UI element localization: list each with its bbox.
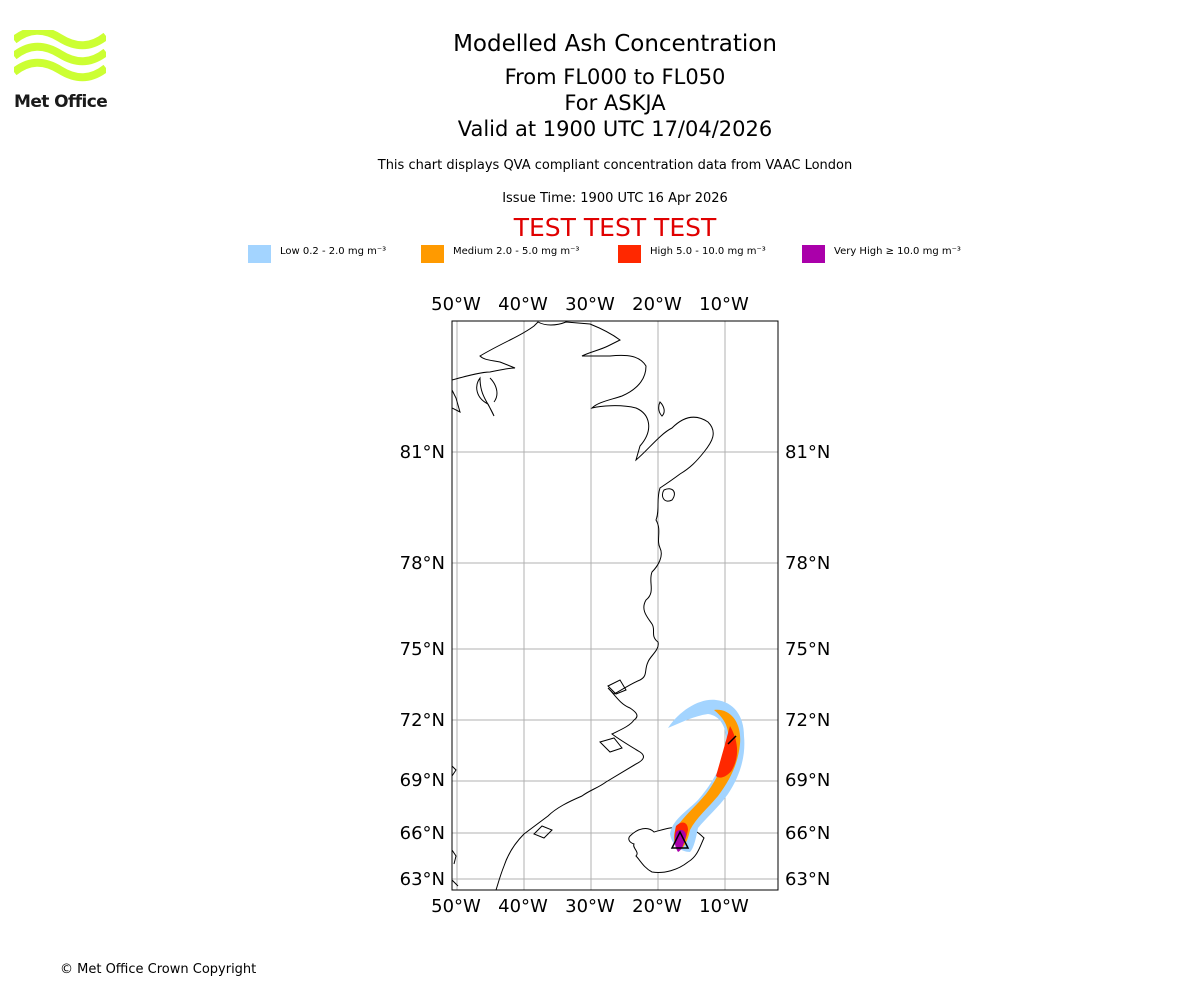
chart-subtitle: This chart displays QVA compliant concen…: [377, 158, 853, 173]
lon-tick-top: 30°W: [565, 294, 615, 315]
legend-swatch-high: [618, 245, 641, 263]
lat-tick-left: 81°N: [400, 442, 445, 463]
copyright: © Met Office Crown Copyright: [60, 962, 257, 977]
lon-tick-bottom: 10°W: [699, 896, 749, 917]
test-banner: TEST TEST TEST: [513, 213, 717, 242]
legend-label-low: Low 0.2 - 2.0 mg m⁻³: [280, 246, 387, 257]
lat-tick-left: 66°N: [400, 823, 445, 844]
lat-tick-left: 78°N: [400, 553, 445, 574]
flight-level-range: From FL000 to FL050: [504, 65, 726, 89]
ash-medium-contour: [673, 709, 741, 850]
lat-tick-left: 75°N: [400, 639, 445, 660]
valid-time: Valid at 1900 UTC 17/04/2026: [457, 117, 773, 141]
met-office-wave-icon: [11, 26, 109, 82]
map-frame: [451, 320, 779, 891]
legend-swatch-medium: [421, 245, 444, 263]
chart-title: Modelled Ash Concentration: [453, 31, 777, 57]
graticule: [452, 321, 778, 890]
lat-tick-right: 78°N: [785, 553, 830, 574]
legend-label-very-high: Very High ≥ 10.0 mg m⁻³: [834, 246, 961, 257]
lat-tick-right: 72°N: [785, 710, 830, 731]
lat-tick-left: 72°N: [400, 710, 445, 731]
lat-tick-right: 81°N: [785, 442, 830, 463]
logo-text: Met Office: [14, 92, 108, 112]
volcano-name: For ASKJA: [564, 91, 666, 115]
lon-tick-top: 10°W: [699, 294, 749, 315]
legend-swatch-low: [248, 245, 271, 263]
volcano-marker-icon: [670, 830, 690, 849]
lon-tick-top: 20°W: [632, 294, 682, 315]
lat-tick-left: 63°N: [400, 869, 445, 890]
met-office-logo: Met Office: [11, 26, 114, 112]
lat-tick-right: 66°N: [785, 823, 830, 844]
lon-tick-top: 40°W: [498, 294, 548, 315]
ash-low-contour: [668, 699, 745, 852]
lon-tick-bottom: 30°W: [565, 896, 615, 917]
lon-tick-bottom: 20°W: [632, 896, 682, 917]
legend-label-high: High 5.0 - 10.0 mg m⁻³: [650, 246, 766, 257]
lat-tick-right: 63°N: [785, 869, 830, 890]
legend-label-medium: Medium 2.0 - 5.0 mg m⁻³: [453, 246, 580, 257]
lon-tick-bottom: 40°W: [498, 896, 548, 917]
lat-tick-left: 69°N: [400, 770, 445, 791]
map-content: [452, 321, 778, 890]
greenland-coastline: [452, 321, 714, 890]
lat-tick-right: 75°N: [785, 639, 830, 660]
issue-time: Issue Time: 1900 UTC 16 Apr 2026: [502, 191, 728, 206]
lon-tick-top: 50°W: [431, 294, 481, 315]
lat-tick-right: 69°N: [785, 770, 830, 791]
legend-swatch-very-high: [802, 245, 825, 263]
lon-tick-bottom: 50°W: [431, 896, 481, 917]
